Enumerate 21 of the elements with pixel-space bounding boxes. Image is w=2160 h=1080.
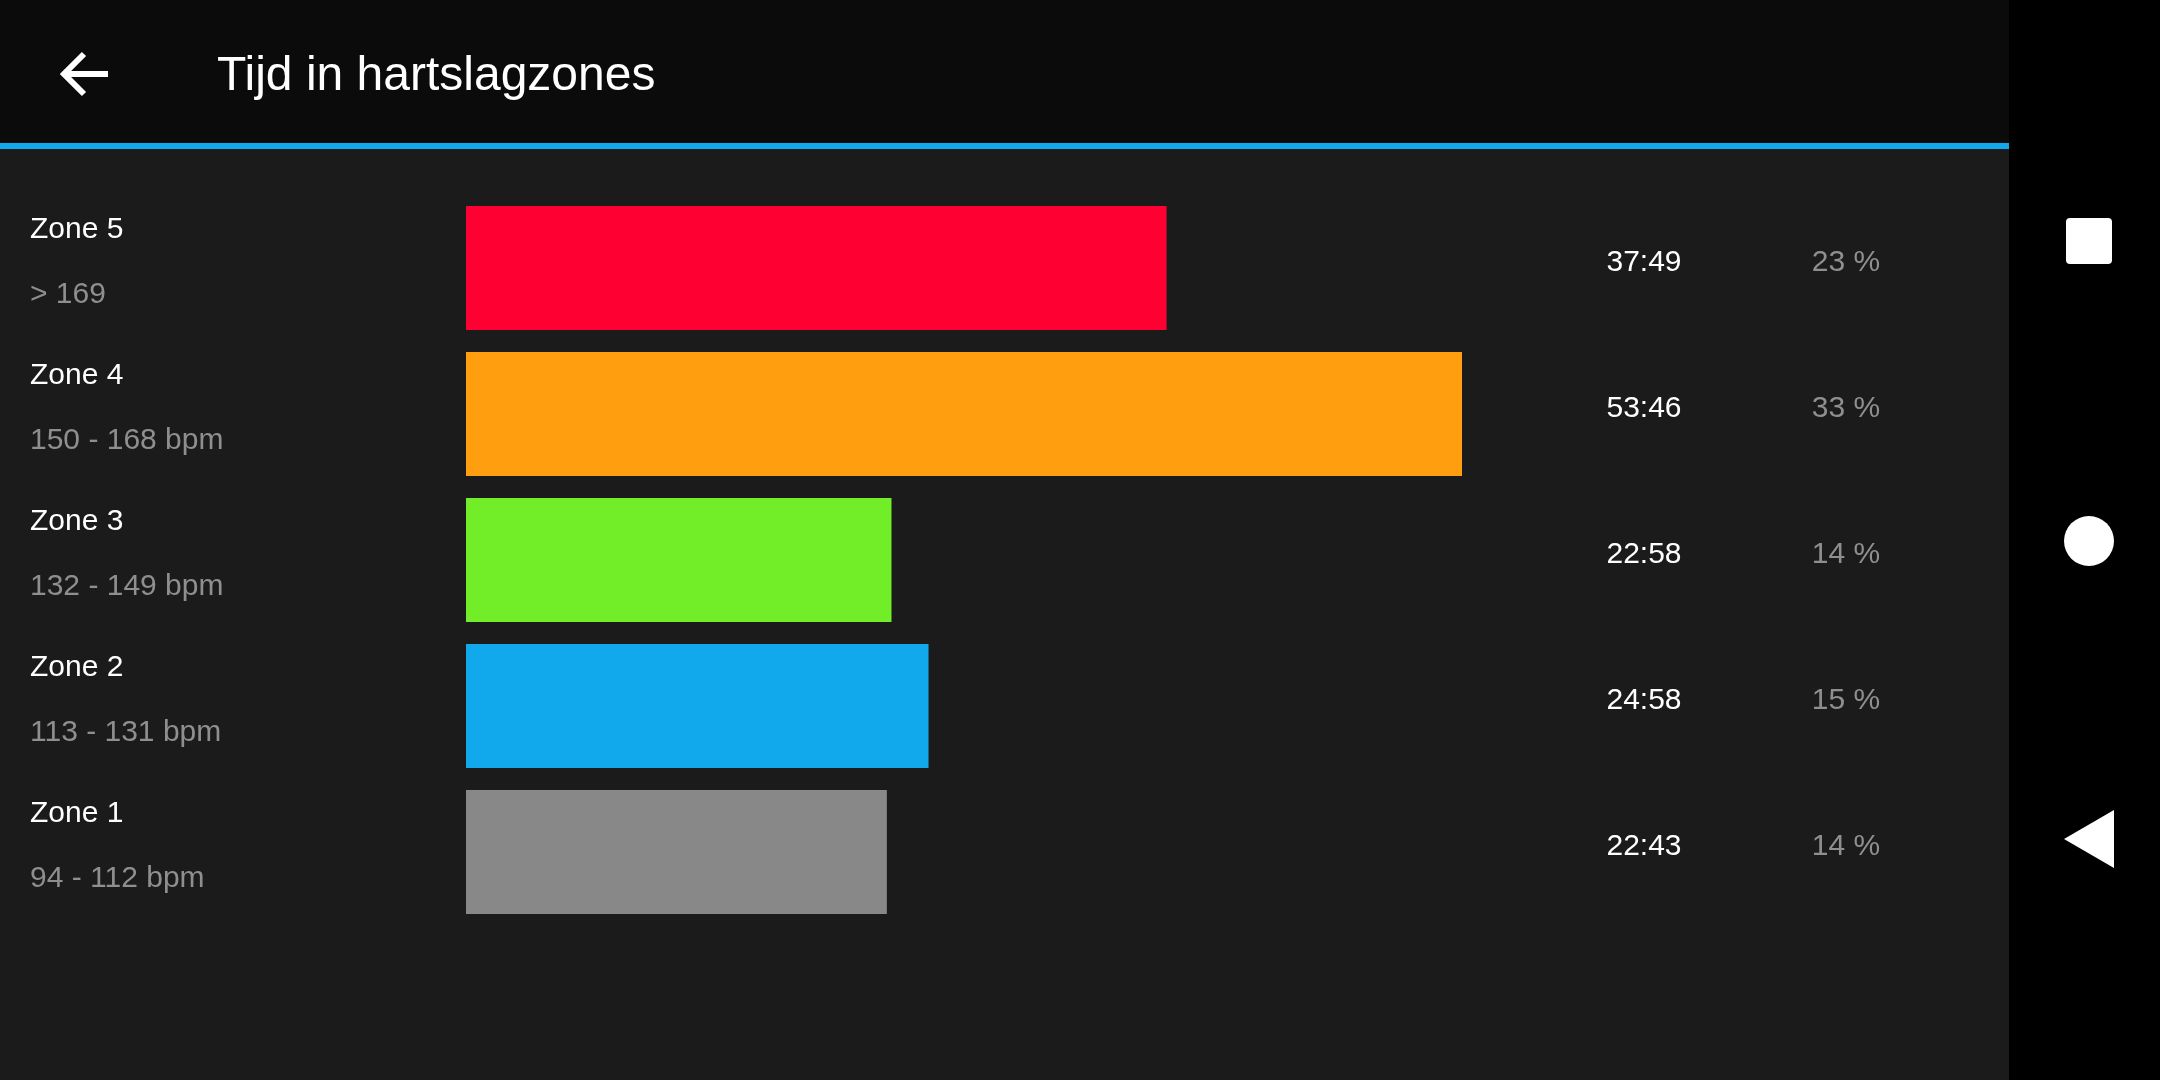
text: 14 % [1811, 828, 1881, 862]
y-tick-label: Zone 3 132 - 149 bpm [30, 503, 224, 602]
y-tick-label: Zone 1 94 - 112 bpm [30, 795, 205, 894]
y-tick-label: Zone 5 > 169 [30, 211, 124, 310]
bar [466, 205, 1167, 331]
bar [466, 789, 887, 915]
bar [466, 497, 892, 623]
data-label: 53:46 [1606, 390, 1682, 424]
text: 23 % [1811, 244, 1881, 278]
y-tick-label: Zone 4 150 - 168 bpm [30, 357, 224, 456]
bar [466, 643, 929, 769]
data-label: 24:58 [1606, 682, 1682, 716]
bar [466, 351, 1462, 477]
text: 14 % [1811, 536, 1881, 570]
data-label: 22:43 [1606, 828, 1682, 862]
data-label: 37:49 [1606, 244, 1682, 278]
chart-title: Tijd in hartslagzones [217, 46, 656, 102]
text: 33 % [1811, 390, 1881, 424]
text: 15 % [1811, 682, 1881, 716]
data-label: 22:58 [1606, 536, 1682, 570]
y-tick-label: Zone 2 113 - 131 bpm [30, 649, 222, 748]
